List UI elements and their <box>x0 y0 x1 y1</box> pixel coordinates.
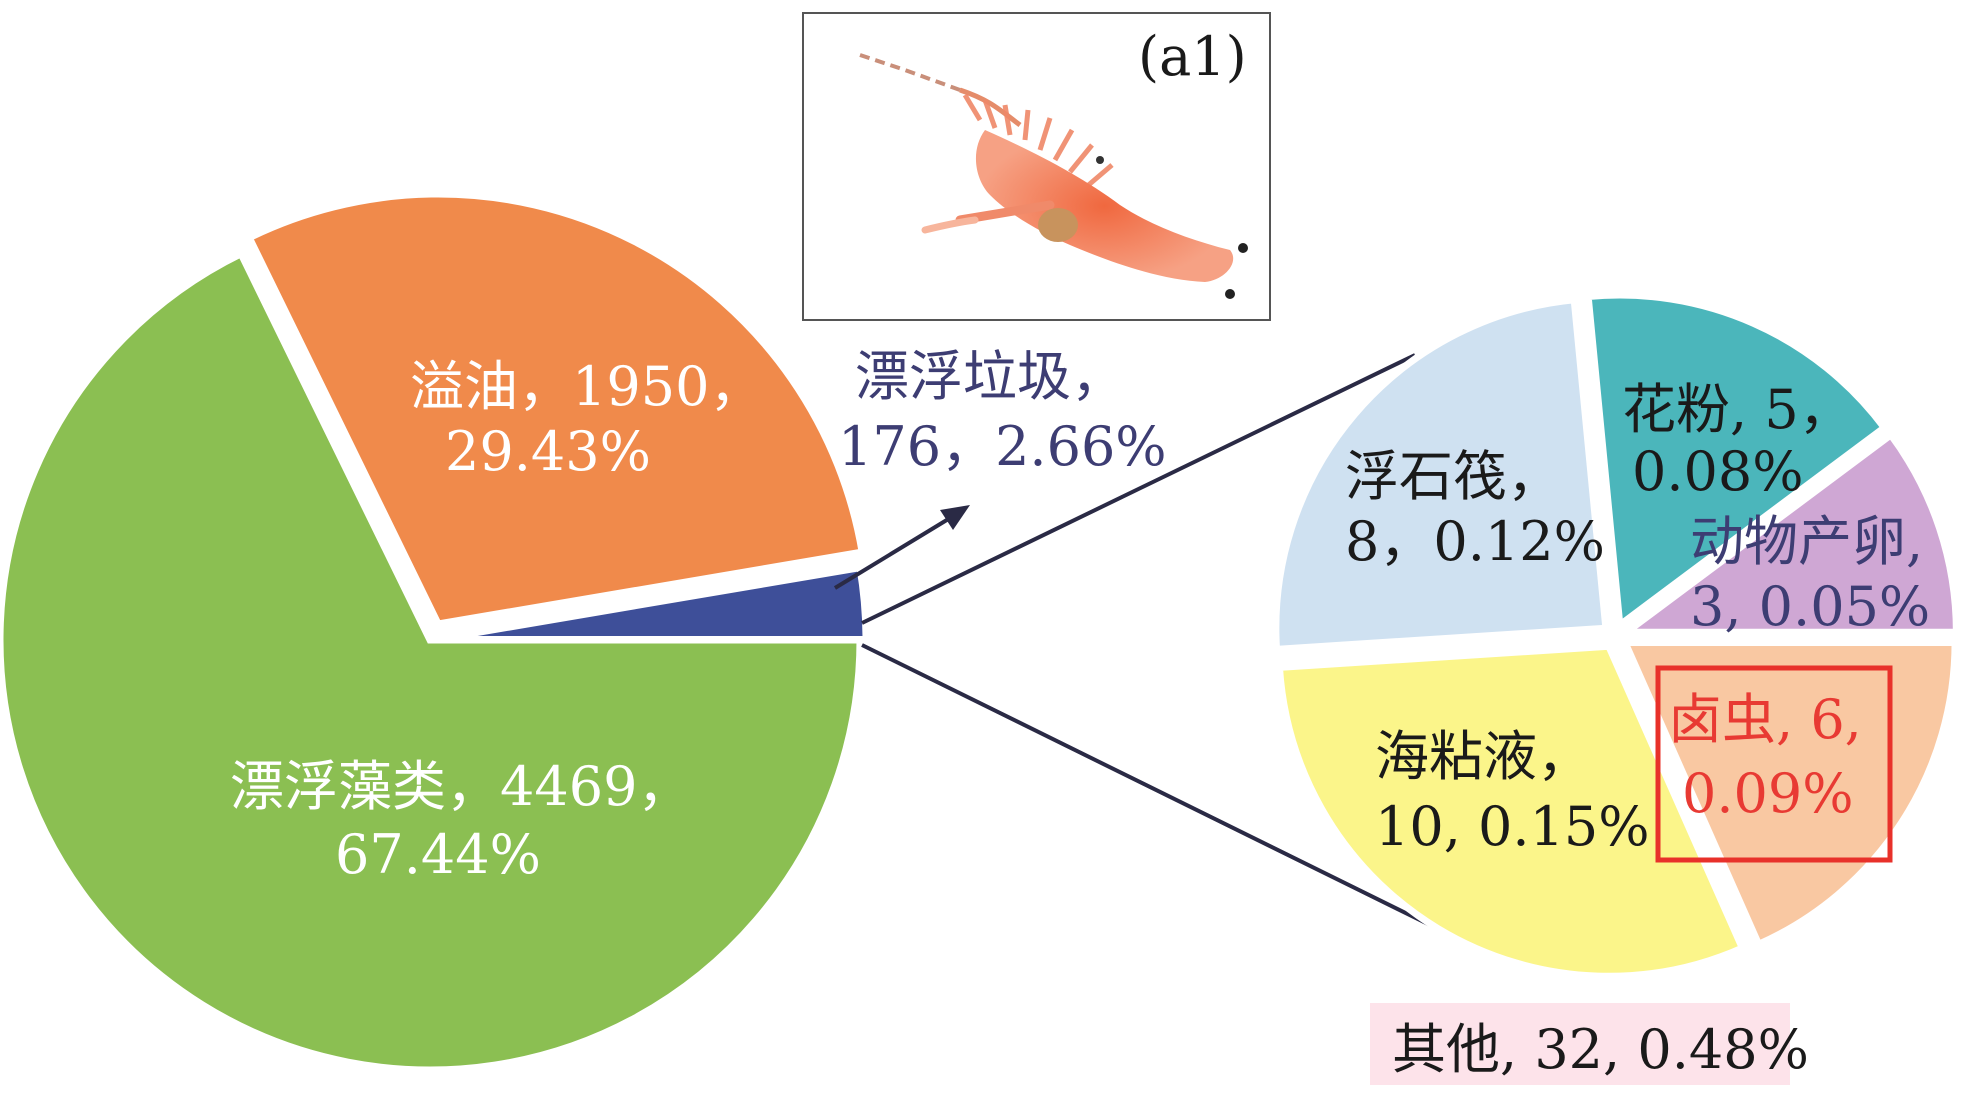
main-pie <box>0 190 870 1074</box>
label-oil-line1: 溢油，1950， <box>410 355 763 418</box>
slice-floating-garbage <box>435 563 870 644</box>
label-pumice-line1: 浮石筏， <box>1345 445 1561 508</box>
label-mucilage-line2: 10, 0.15% <box>1375 795 1650 858</box>
others-caption: 其他, 32, 0.48% <box>1392 1018 1809 1081</box>
breakdown-pie <box>1272 291 1960 980</box>
garbage-arrow <box>833 505 970 590</box>
slice-pollen <box>1584 291 1890 632</box>
shrimp-inset: (a1) <box>802 12 1271 321</box>
label-garbage-line2: 176，2.66% <box>838 415 1167 478</box>
label-pollen-line2: 0.08% <box>1632 440 1804 503</box>
slice-floating-algae <box>0 249 864 1074</box>
label-algae-line2: 67.44% <box>335 823 541 886</box>
slice-animal-spawn <box>1615 429 1960 636</box>
label-seamonkey-line1: 卤虫, 6, <box>1668 688 1862 751</box>
slice-pumice-raft <box>1272 295 1610 654</box>
slice-brine-shrimp <box>1619 639 1959 949</box>
label-pollen-line1: 花粉, 5， <box>1622 378 1853 441</box>
label-oil-line2: 29.43% <box>445 420 651 483</box>
label-seamonkey-line2: 0.09% <box>1682 762 1854 825</box>
label-spawn-line1: 动物产卵, <box>1690 510 1923 573</box>
brine-shrimp-icon <box>859 53 1248 299</box>
label-garbage-line1: 漂浮垃圾， <box>855 345 1125 408</box>
highlight-box <box>1655 665 1893 863</box>
slice-sea-mucilage <box>1275 642 1747 980</box>
label-pumice-line2: 8，0.12% <box>1345 510 1605 573</box>
label-algae-line1: 漂浮藻类，4469， <box>230 755 691 818</box>
label-mucilage-line1: 海粘液， <box>1375 725 1591 788</box>
others-caption-bg <box>1370 1003 1790 1085</box>
label-spawn-line2: 3, 0.05% <box>1690 575 1930 638</box>
breakdown-connector <box>861 353 1431 927</box>
inset-label: (a1) <box>1138 25 1247 88</box>
slice-oil-spill <box>244 190 867 628</box>
